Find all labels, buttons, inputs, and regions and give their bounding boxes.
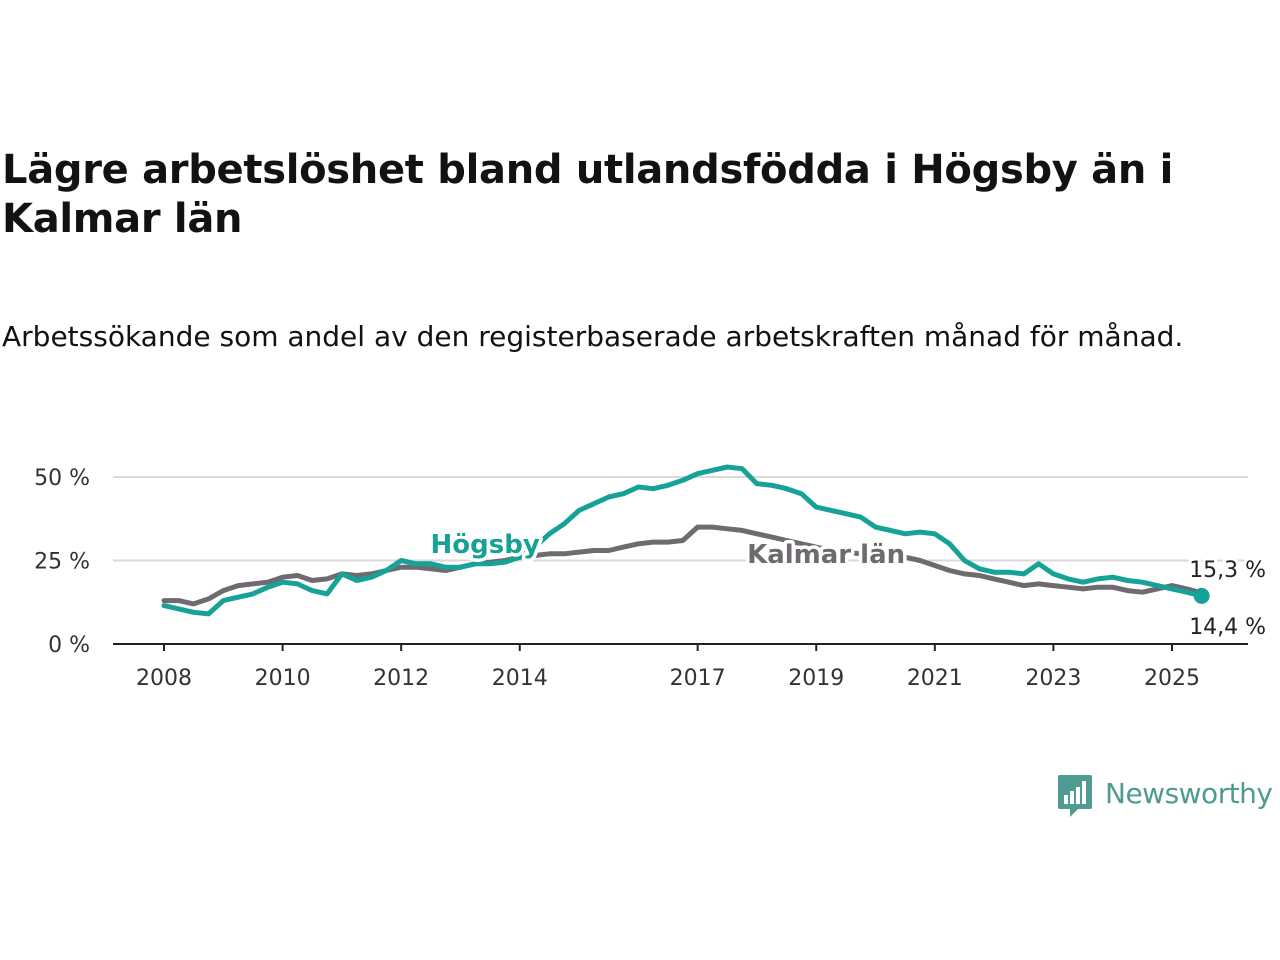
x-tick-label: 2010 xyxy=(255,666,311,691)
brand-name: Newsworthy xyxy=(1105,776,1273,810)
series-label-hogsby: Högsby xyxy=(431,530,540,560)
x-tick-label: 2023 xyxy=(1025,666,1081,691)
end-point-marker xyxy=(1193,587,1210,604)
chart-subtitle: Arbetssökande som andel av den registerb… xyxy=(2,320,1184,353)
end-value-label-hogsby: 14,4 % xyxy=(1189,615,1266,640)
end-value-label-kalmar-lan: 15,3 % xyxy=(1189,558,1266,583)
gridlines xyxy=(113,476,1248,562)
y-tick-label: 0 % xyxy=(48,633,90,658)
x-tick-label: 2008 xyxy=(136,666,192,691)
series-line-kalmar-lan xyxy=(161,524,1205,607)
x-tick-label: 2019 xyxy=(788,666,844,691)
newsworthy-bar-chart-speech-bubble-icon xyxy=(1058,775,1092,817)
chart-title: Lägre arbetslöshet bland utlandsfödda i … xyxy=(2,147,1174,242)
y-tick-label: 50 % xyxy=(34,466,90,491)
x-axis: 2008 2010 2012 2014 2017 2019 2021 2023 2025 xyxy=(113,643,1248,691)
x-tick-label: 2025 xyxy=(1144,666,1200,691)
y-tick-label: 25 % xyxy=(34,550,90,575)
x-tick-label: 2014 xyxy=(492,666,548,691)
x-tick-label: 2017 xyxy=(670,666,726,691)
line-chart: 0 % 25 % 50 % 2008 2010 2012 2014 2017 2019 2021… xyxy=(34,464,1269,691)
series-lines xyxy=(161,464,1210,617)
x-tick-label: 2012 xyxy=(373,666,429,691)
x-tick-label: 2021 xyxy=(907,666,963,691)
series-label-kalmar-lan: Kalmar län xyxy=(747,540,905,570)
y-axis-tick-labels: 0 % 25 % 50 % xyxy=(34,466,90,658)
series-labels: Högsby Kalmar län 15,3 % 14,4 % xyxy=(427,526,1269,643)
series-line-hogsby xyxy=(161,464,1205,617)
newsworthy-logo: Newsworthy xyxy=(1058,773,1273,819)
